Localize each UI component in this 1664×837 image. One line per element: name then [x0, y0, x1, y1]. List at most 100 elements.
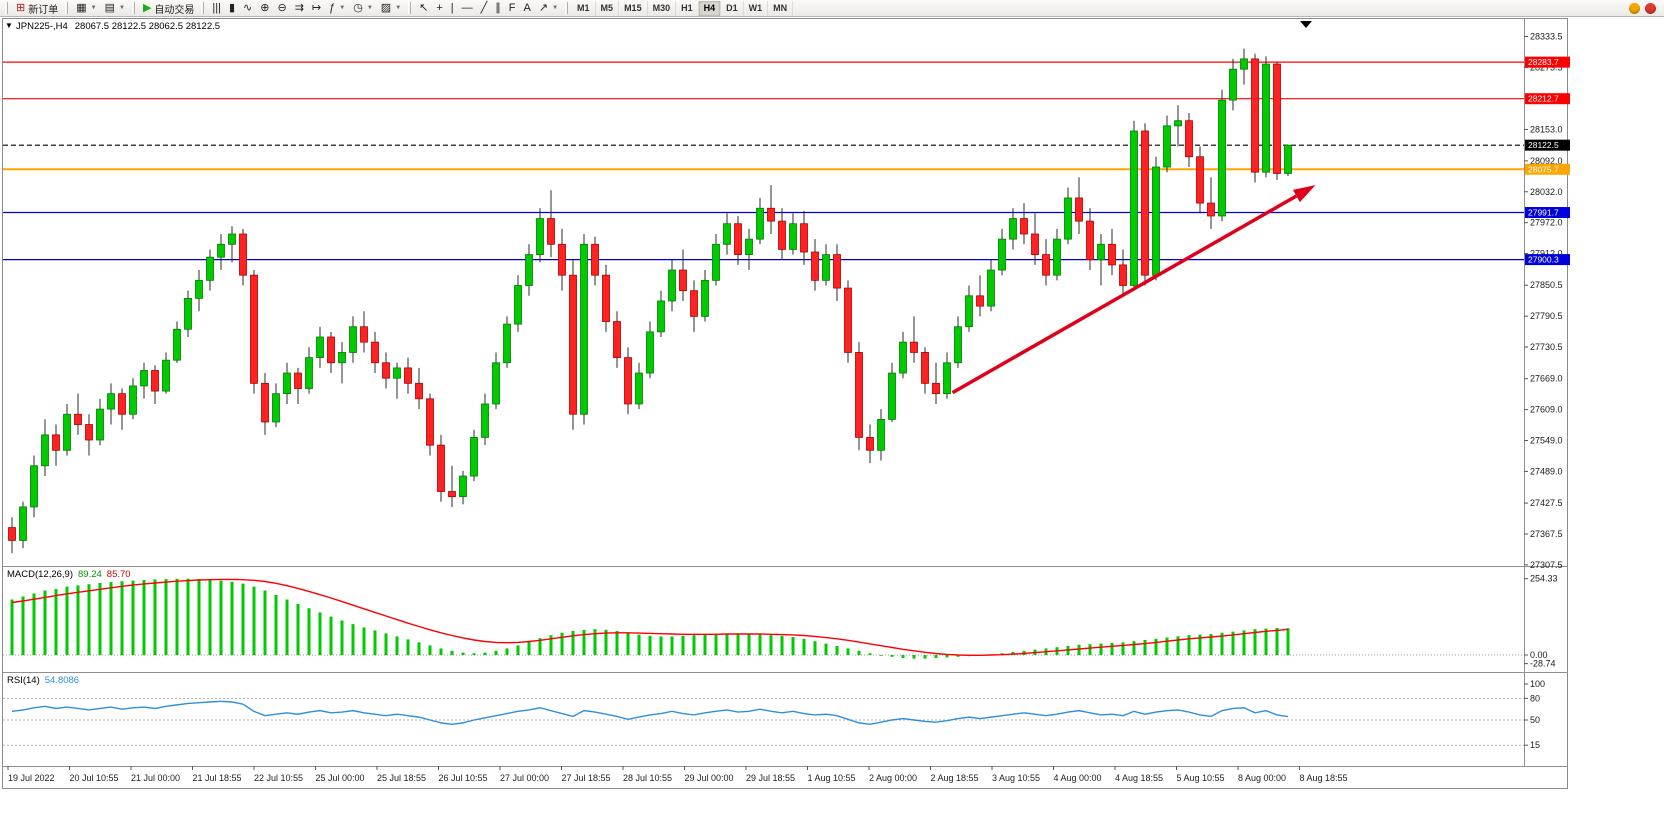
auto-scroll-button[interactable]: ⇉: [291, 1, 308, 16]
candle: [338, 352, 346, 364]
candle: [316, 336, 324, 359]
timeframe-button-m5[interactable]: M5: [596, 0, 620, 16]
candle: [19, 506, 27, 541]
support-badge: [1525, 254, 1570, 266]
indicators-icon: ƒ: [329, 1, 336, 14]
macd-histogram-bar: [736, 633, 740, 655]
timeframe-button-d1[interactable]: D1: [721, 0, 744, 16]
zoom-in-button[interactable]: ⊕: [256, 1, 273, 16]
channel-tool-button[interactable]: ∥: [491, 1, 505, 16]
candle: [393, 367, 401, 379]
price-tick-label: 28333.5: [1530, 31, 1563, 41]
candle: [514, 285, 522, 325]
resistance-badge: [1525, 56, 1570, 68]
toolbar-drag-handle[interactable]: [201, 2, 205, 14]
candle: [437, 444, 445, 492]
crosshair-tool-button[interactable]: +: [432, 1, 446, 16]
price-tick-label: 27850.5: [1530, 280, 1563, 290]
candle: [756, 207, 764, 240]
new-order-button[interactable]: ⊞ 新订单: [12, 1, 62, 16]
indicators-button[interactable]: ƒ ▼: [325, 1, 349, 16]
candle: [1218, 99, 1226, 217]
toolbar-drag-handle[interactable]: [565, 2, 569, 14]
time-axis-label: 22 Jul 10:55: [254, 773, 303, 783]
macd-panel: 254.33 0.00-28.74: [3, 574, 1558, 669]
macd-histogram-bar: [659, 636, 663, 655]
candle: [921, 352, 929, 384]
candle: [525, 254, 533, 286]
toolbar-drag-handle[interactable]: [5, 2, 8, 14]
bars-chart-button[interactable]: |||: [208, 1, 225, 16]
macd-histogram-bar: [824, 643, 828, 655]
chart-shift-button[interactable]: ↦: [308, 1, 325, 16]
autotrade-button[interactable]: ▶ 自动交易: [139, 1, 198, 16]
line-chart-icon: ∿: [243, 1, 253, 14]
macd-histogram-bar: [582, 629, 586, 655]
profiles-button[interactable]: ▤ ▼: [101, 1, 129, 16]
macd-histogram-bar: [615, 631, 619, 655]
macd-histogram-bar: [571, 631, 575, 655]
horizontal-line-tool-button[interactable]: —: [458, 1, 477, 16]
candle: [657, 300, 665, 333]
arrows-tool-button[interactable]: ↗ ▼: [535, 1, 562, 16]
zoom-out-button[interactable]: ⊖: [273, 1, 290, 16]
candle: [943, 362, 951, 395]
macd-histogram-bar: [527, 641, 531, 655]
new-order-button-label: 新订单: [28, 4, 59, 16]
one-click-trading-toggle[interactable]: ▼: [5, 21, 13, 30]
time-axis-label: 26 Jul 10:55: [439, 773, 488, 783]
timeframe-button-m15[interactable]: M15: [619, 0, 648, 16]
macd-histogram-bar: [274, 595, 278, 655]
horizontal-line-tool-icon: —: [461, 1, 473, 14]
toolbar-drag-handle[interactable]: [408, 2, 412, 14]
macd-histogram-bar: [626, 632, 630, 655]
price-tick-label: 27549.0: [1530, 436, 1563, 446]
alerts-icon[interactable]: [1645, 2, 1656, 14]
price-tick-label: 27427.5: [1530, 498, 1563, 508]
macd-histogram-bar: [362, 627, 366, 655]
toolbar-drag-handle[interactable]: [131, 2, 135, 14]
chart-shift-marker[interactable]: [1300, 21, 1312, 28]
community-icon[interactable]: [1629, 2, 1640, 14]
timeframe-button-h1[interactable]: H1: [676, 0, 699, 16]
candle: [162, 359, 170, 392]
time-axis-label: 8 Aug 18:55: [1300, 773, 1348, 783]
new-chart-button[interactable]: ▦ ▼: [72, 1, 100, 16]
candle: [140, 370, 148, 387]
vertical-line-tool-button[interactable]: |: [447, 1, 458, 16]
trendline-tool-button[interactable]: ╱: [477, 1, 492, 16]
timeframe-button-mn[interactable]: MN: [768, 0, 794, 16]
macd-histogram-bar: [1132, 641, 1136, 655]
macd-histogram-bar: [1154, 638, 1158, 655]
macd-histogram-bar: [637, 634, 641, 655]
candle: [1064, 197, 1072, 240]
macd-histogram-bar: [1176, 636, 1180, 655]
time-axis-label: 19 Jul 2022: [8, 773, 55, 783]
timeframe-button-m30[interactable]: M30: [648, 0, 677, 16]
candle: [272, 393, 280, 423]
candle: [1152, 166, 1160, 276]
periods-button[interactable]: ◷ ▼: [349, 1, 377, 16]
candle: [1086, 220, 1094, 261]
trend-arrow[interactable]: [951, 185, 1316, 395]
line-chart-button[interactable]: ∿: [239, 1, 256, 16]
candle: [63, 413, 71, 451]
cursor-tool-button[interactable]: ↖: [415, 1, 432, 16]
toolbar-drag-handle[interactable]: [65, 2, 69, 14]
time-axis-label: 29 Jul 18:55: [746, 773, 795, 783]
macd-histogram-bar: [296, 604, 300, 655]
macd-histogram-bar: [1099, 643, 1103, 655]
timeframe-button-m1[interactable]: M1: [572, 0, 596, 16]
fibonacci-tool-button[interactable]: F: [505, 1, 520, 16]
candlestick-chart-button[interactable]: ▮: [225, 1, 239, 16]
candle: [74, 413, 82, 425]
candle: [503, 323, 511, 364]
templates-button[interactable]: ▨ ▼: [377, 1, 405, 16]
timeframe-button-h4[interactable]: H4: [698, 0, 722, 16]
candle: [261, 382, 269, 423]
text-tool-button[interactable]: A: [520, 1, 535, 16]
macd-histogram-bar: [10, 599, 14, 655]
timeframe-button-w1[interactable]: W1: [744, 0, 769, 16]
zoom-in-icon: ⊕: [260, 1, 270, 14]
